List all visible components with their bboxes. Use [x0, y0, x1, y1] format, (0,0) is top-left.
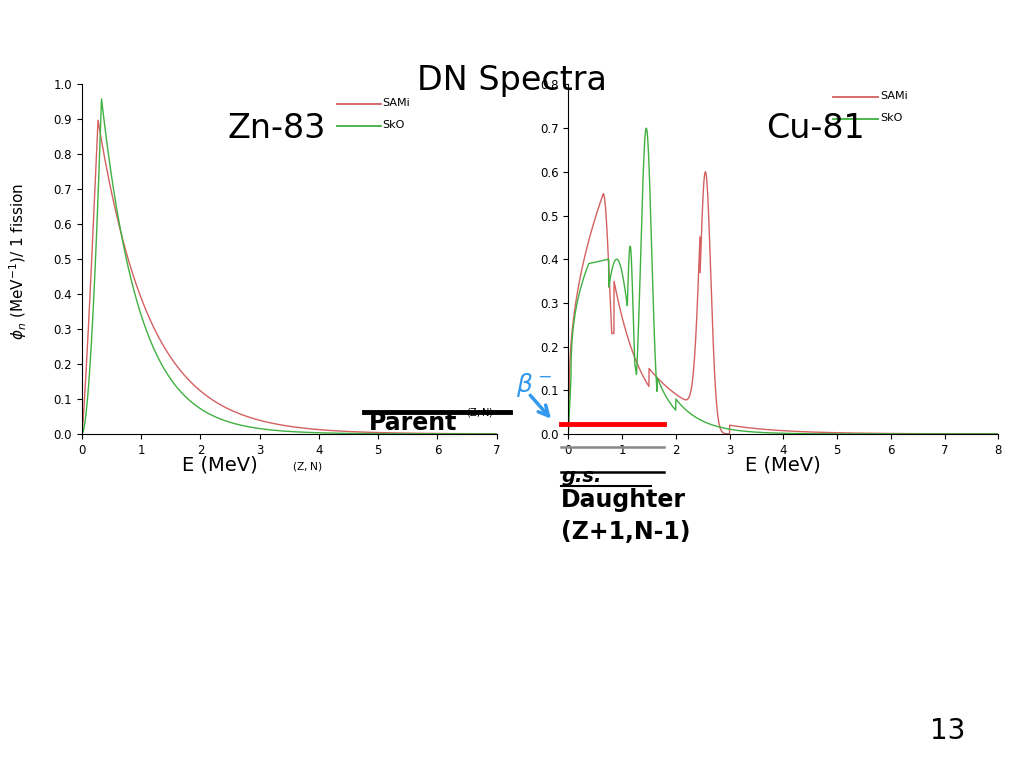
Text: SkO: SkO — [881, 114, 902, 124]
Text: $\beta^-$: $\beta^-$ — [516, 371, 552, 399]
Text: E (MeV): E (MeV) — [182, 455, 258, 474]
Text: $^{\mathsf{(Z,N)}}$: $^{\mathsf{(Z,N)}}$ — [292, 462, 323, 478]
Text: Cu-81: Cu-81 — [766, 112, 865, 145]
Text: (Z+1,N-1): (Z+1,N-1) — [561, 520, 690, 545]
Text: Parent: Parent — [369, 411, 457, 435]
Text: 13: 13 — [930, 717, 966, 745]
Text: SkO: SkO — [383, 121, 404, 131]
Text: $\phi_n$ (MeV$^{-1}$)/ 1 fission: $\phi_n$ (MeV$^{-1}$)/ 1 fission — [7, 183, 30, 339]
Text: 1. DN Emission Probabilities by SHF+QRPA plus HFSM: 1. DN Emission Probabilities by SHF+QRPA… — [8, 8, 455, 26]
Text: Zn-83: Zn-83 — [227, 112, 326, 145]
Text: E (MeV): E (MeV) — [745, 455, 821, 474]
Text: DN Spectra: DN Spectra — [417, 65, 607, 97]
Text: Daughter: Daughter — [561, 488, 686, 512]
Text: $^{\mathsf{(Z,N)}}$: $^{\mathsf{(Z,N)}}$ — [466, 409, 494, 423]
Text: g.s.: g.s. — [561, 466, 601, 485]
Text: SAMi: SAMi — [881, 91, 908, 101]
Text: SAMi: SAMi — [383, 98, 411, 108]
